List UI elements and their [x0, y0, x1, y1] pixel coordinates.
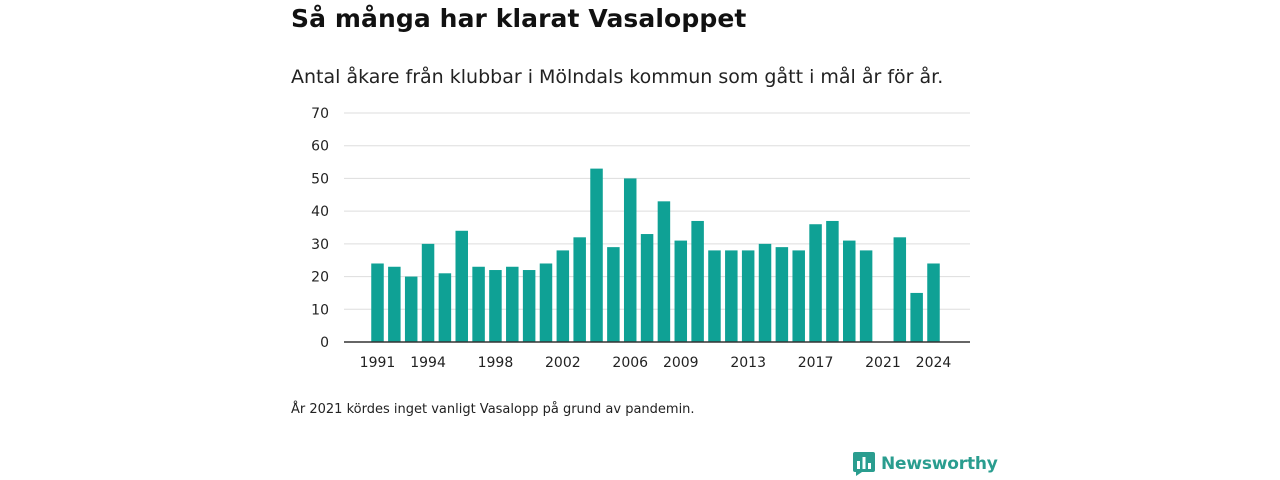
- x-tick-label: 2017: [798, 355, 834, 371]
- bar: [522, 270, 536, 342]
- bar: [826, 220, 839, 342]
- y-tick-label: 50: [311, 171, 329, 187]
- bar: [472, 266, 485, 342]
- bar: [371, 263, 384, 342]
- bar: [741, 250, 755, 342]
- y-tick-label: 60: [311, 139, 329, 155]
- brand-name: Newsworthy: [881, 454, 998, 474]
- x-tick-label: 1998: [478, 355, 514, 371]
- bars: [371, 168, 940, 342]
- bar: [607, 247, 620, 342]
- chart-title: Så många har klarat Vasaloppet: [291, 4, 747, 33]
- bar: [725, 250, 738, 342]
- bar: [792, 250, 805, 342]
- bar: [809, 224, 822, 342]
- bar: [404, 276, 418, 342]
- chart-subtitle: Antal åkare från klubbar i Mölndals komm…: [291, 66, 944, 88]
- y-tick-label: 20: [311, 270, 329, 286]
- bar: [489, 270, 502, 342]
- gridlines: [344, 112, 970, 310]
- bar: [455, 230, 468, 342]
- bar: [421, 243, 435, 342]
- bar: [927, 263, 940, 342]
- x-tick-label: 1991: [360, 355, 396, 371]
- bar: [556, 250, 570, 342]
- footnote: År 2021 kördes inget vanligt Vasalopp på…: [291, 402, 695, 417]
- bar: [573, 237, 586, 342]
- bar: [640, 234, 654, 342]
- bar: [590, 168, 603, 342]
- y-tick-label: 70: [311, 106, 329, 122]
- bar-chart: 0 10 20 30 40 50 60 70 1991 1994 1998 2002 2006 2009 2…: [311, 106, 970, 371]
- bar: [388, 266, 401, 342]
- bar: [539, 263, 553, 342]
- bar: [893, 237, 907, 342]
- bar: [506, 266, 519, 342]
- bar: [758, 243, 772, 342]
- bar: [910, 292, 923, 342]
- bar: [859, 250, 873, 342]
- bar: [708, 250, 721, 342]
- x-tick-label: 2009: [663, 355, 699, 371]
- x-tick-label: 1994: [410, 355, 446, 371]
- bar: [657, 201, 671, 342]
- bar: [775, 247, 789, 342]
- y-tick-label: 30: [311, 237, 329, 253]
- bar: [438, 273, 452, 342]
- y-tick-label: 40: [311, 204, 329, 220]
- axes: 0 10 20 30 40 50 60 70 1991 1994 1998 2002 2006 2009 2…: [311, 106, 970, 371]
- x-tick-label: 2021: [865, 355, 901, 371]
- bar: [691, 220, 704, 342]
- bar: [623, 178, 637, 342]
- y-tick-label: 0: [320, 335, 329, 351]
- newsworthy-logo-icon: [853, 452, 875, 476]
- x-tick-label: 2013: [730, 355, 766, 371]
- x-tick-label: 2024: [916, 355, 952, 371]
- x-tick-label: 2002: [545, 355, 581, 371]
- bar: [674, 240, 688, 342]
- x-tick-label: 2006: [612, 355, 648, 371]
- bar: [843, 240, 856, 342]
- brand-logo: Newsworthy: [853, 452, 998, 476]
- y-tick-label: 10: [311, 302, 329, 318]
